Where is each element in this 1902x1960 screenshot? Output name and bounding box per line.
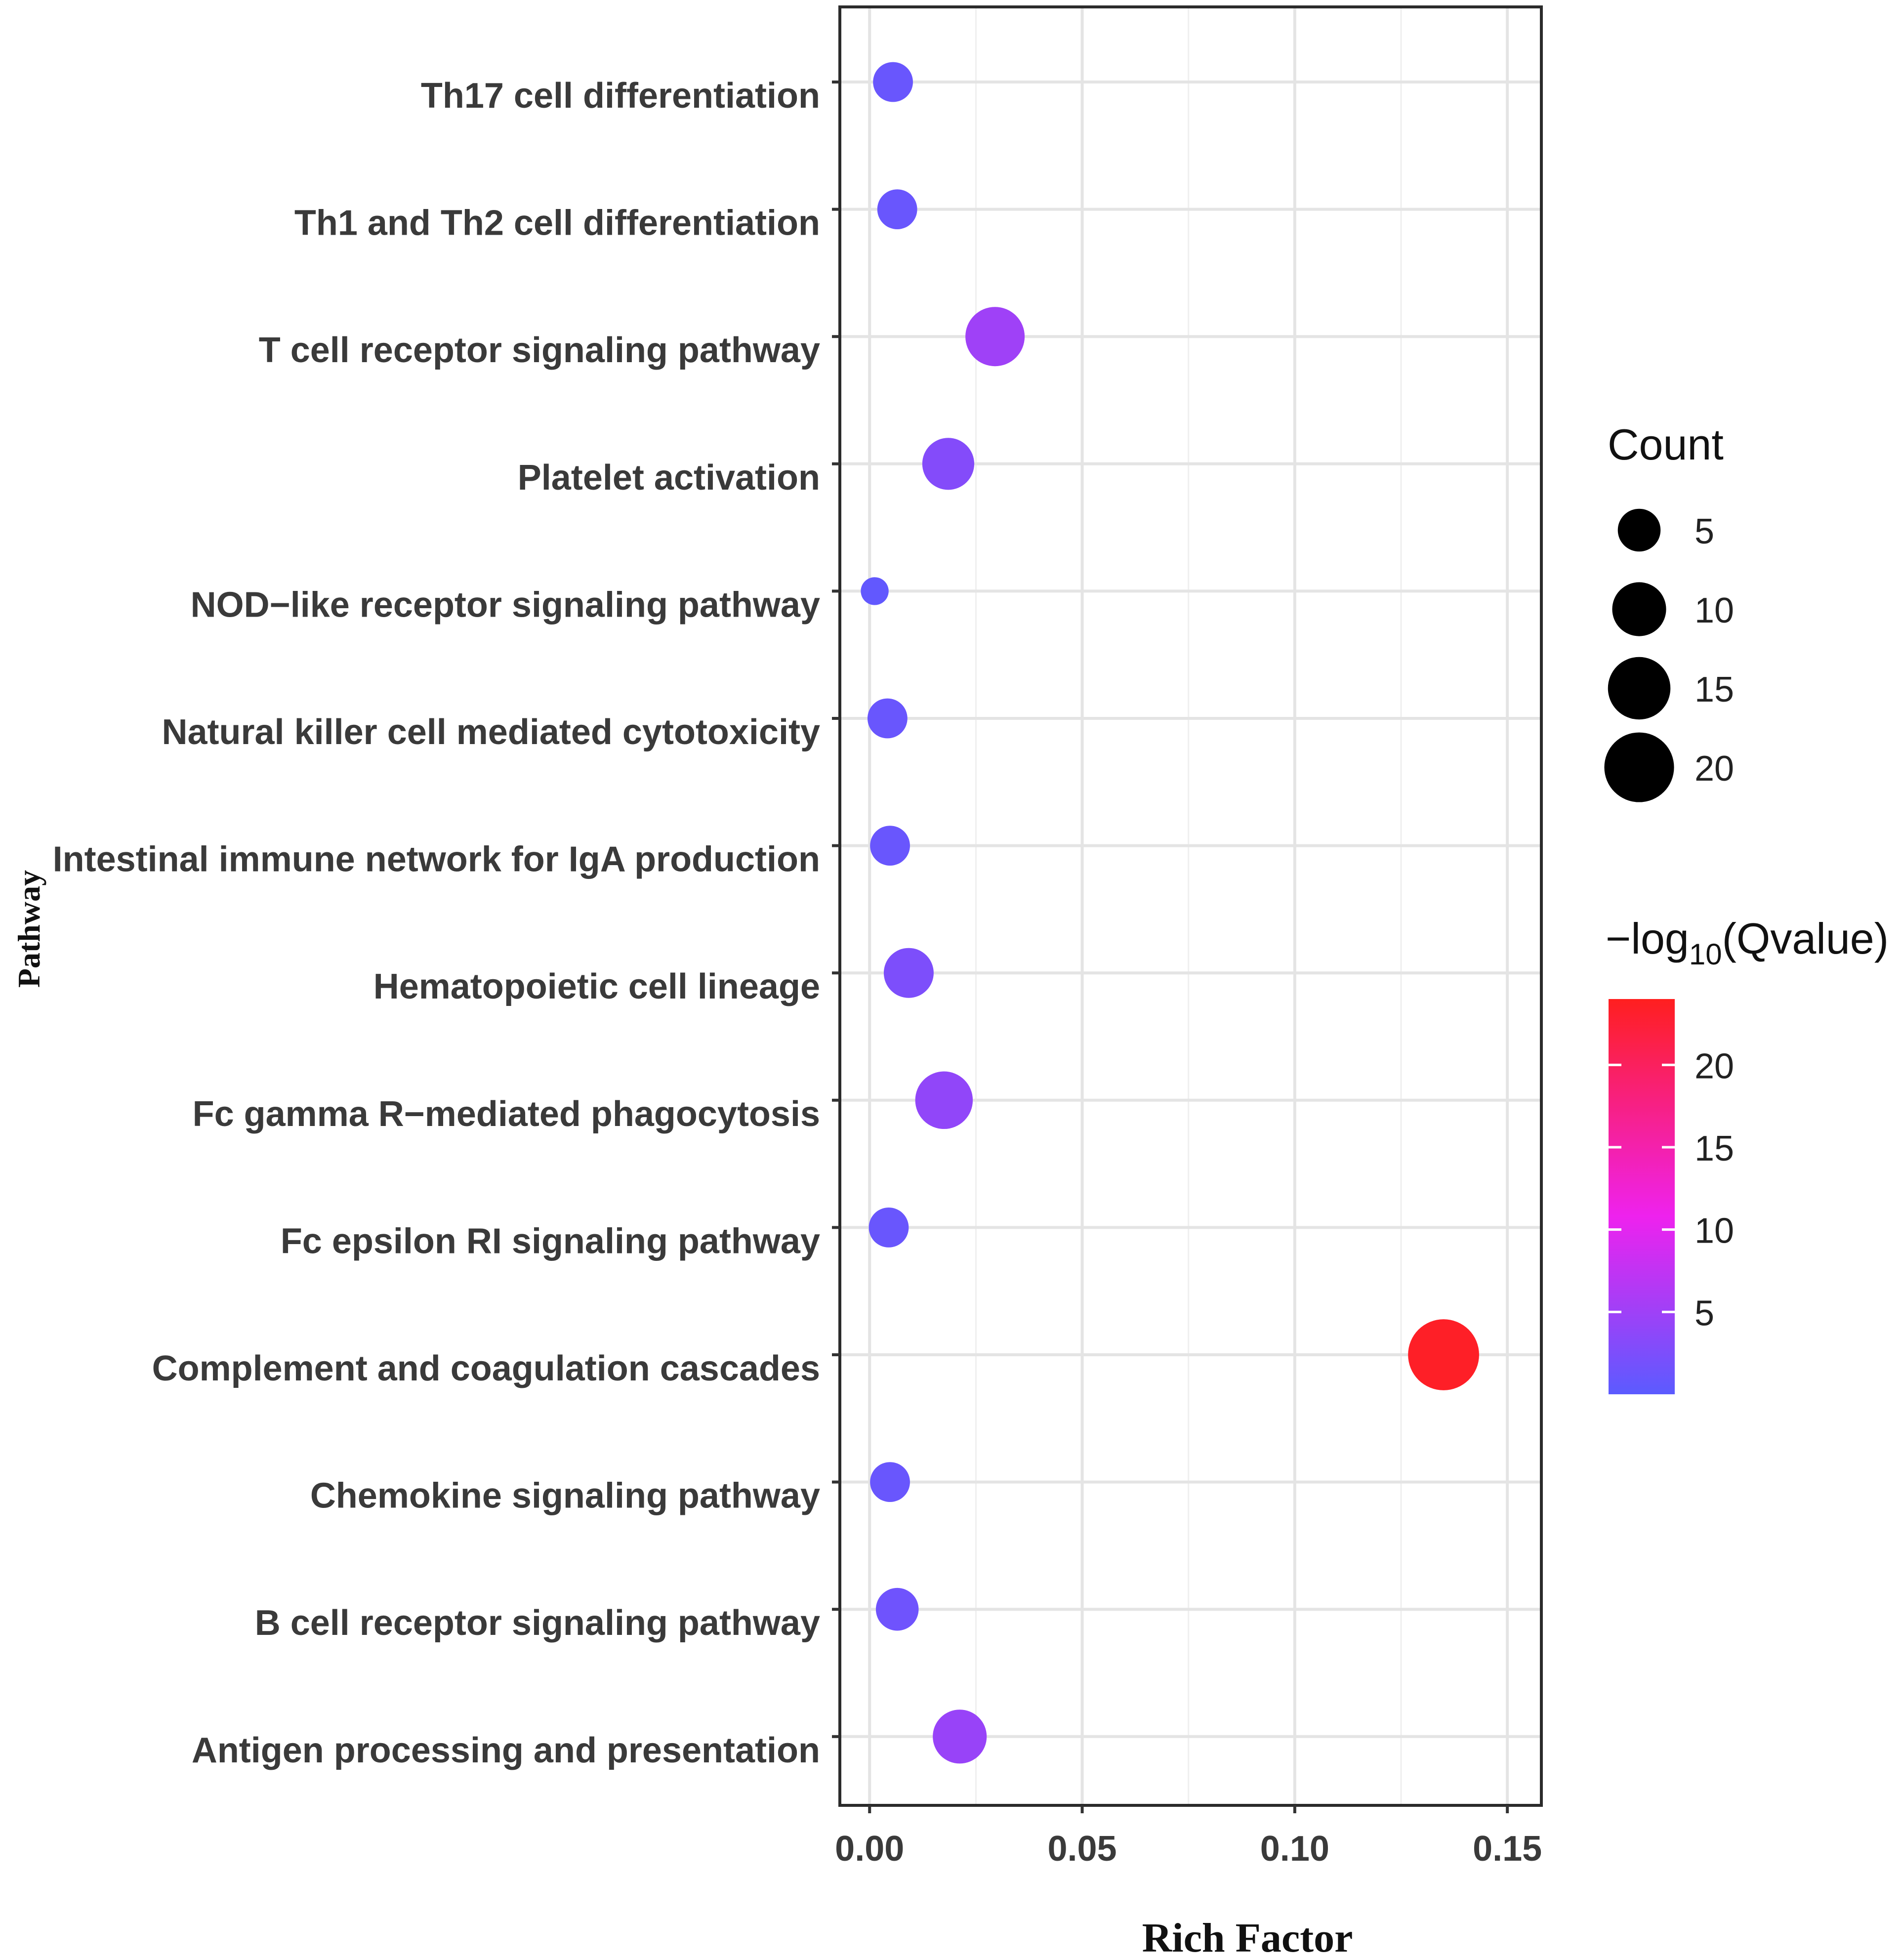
y-tick-label: Intestinal immune network for IgA produc… [53,840,820,879]
y-tick-label: Complement and coagulation cascades [152,1349,820,1388]
y-axis: Th17 cell differentiation Th1 and Th2 cel… [53,76,840,1770]
y-axis-title: Pathway [11,870,46,988]
size-legend: Count 5 10 15 20 [1604,420,1734,802]
data-point [870,1462,910,1502]
x-tick-label: 0.00 [835,1829,904,1869]
y-tick-label: B cell receptor signaling pathway [255,1603,820,1643]
y-tick-label: NOD−like receptor signaling pathway [191,585,820,625]
size-legend-key [1612,582,1666,636]
y-tick-label: T cell receptor signaling pathway [259,331,820,370]
y-tick-label: Natural killer cell mediated cytotoxicit… [162,712,821,752]
y-tick-label: Chemokine signaling pathway [310,1476,820,1516]
colorbar-tick-label: 15 [1695,1129,1734,1168]
x-axis: 0.00 0.05 0.10 0.15 [835,1805,1542,1869]
grid-layer [840,7,1541,1805]
data-point [933,1710,987,1764]
colorbar-tick-label: 5 [1695,1293,1714,1333]
size-legend-key [1608,657,1671,720]
colorbar [1609,999,1675,1394]
size-legend-label: 20 [1695,749,1734,789]
color-legend-title-suffix: (Qvalue) [1722,914,1889,963]
size-legend-label: 5 [1695,512,1714,551]
data-point [922,438,975,490]
points-layer [861,62,1479,1764]
data-point [867,698,908,739]
y-tick-label: Platelet activation [518,458,820,498]
color-legend-title-prefix: −log [1606,914,1689,963]
size-legend-key [1604,732,1674,802]
x-tick-label: 0.10 [1260,1829,1329,1869]
data-point [868,1208,909,1248]
data-point [861,577,889,605]
x-tick-label: 0.15 [1473,1829,1542,1869]
data-point [883,948,934,998]
data-point [877,189,917,229]
y-tick-label: Fc gamma R−mediated phagocytosis [193,1094,820,1134]
y-tick-label: Antigen processing and presentation [192,1731,820,1770]
y-tick-label: Th17 cell differentiation [421,76,820,116]
size-legend-label: 10 [1695,591,1734,630]
y-tick-label: Th1 and Th2 cell differentiation [294,204,820,243]
color-legend-title: −log10(Qvalue) [1606,914,1889,971]
colorbar-ticks: 5 10 15 20 [1609,1046,1734,1333]
data-point [1408,1319,1479,1390]
data-point [875,1587,919,1631]
colorbar-tick-label: 20 [1695,1046,1734,1086]
x-axis-title: Rich Factor [1142,1915,1353,1958]
data-point [870,826,910,866]
y-tick-label: Hematopoietic cell lineage [373,967,820,1006]
data-point [873,62,913,102]
size-legend-key [1617,508,1661,552]
size-legend-title: Count [1608,420,1724,469]
color-legend-title-subscript: 10 [1689,938,1722,971]
x-tick-label: 0.05 [1047,1829,1116,1869]
colorbar-tick-label: 10 [1695,1211,1734,1251]
data-point [915,1071,973,1129]
size-legend-label: 15 [1695,670,1734,709]
plot-panel-border [838,5,1543,1807]
data-point [965,307,1025,367]
y-tick-label: Fc epsilon RI signaling pathway [281,1221,820,1261]
